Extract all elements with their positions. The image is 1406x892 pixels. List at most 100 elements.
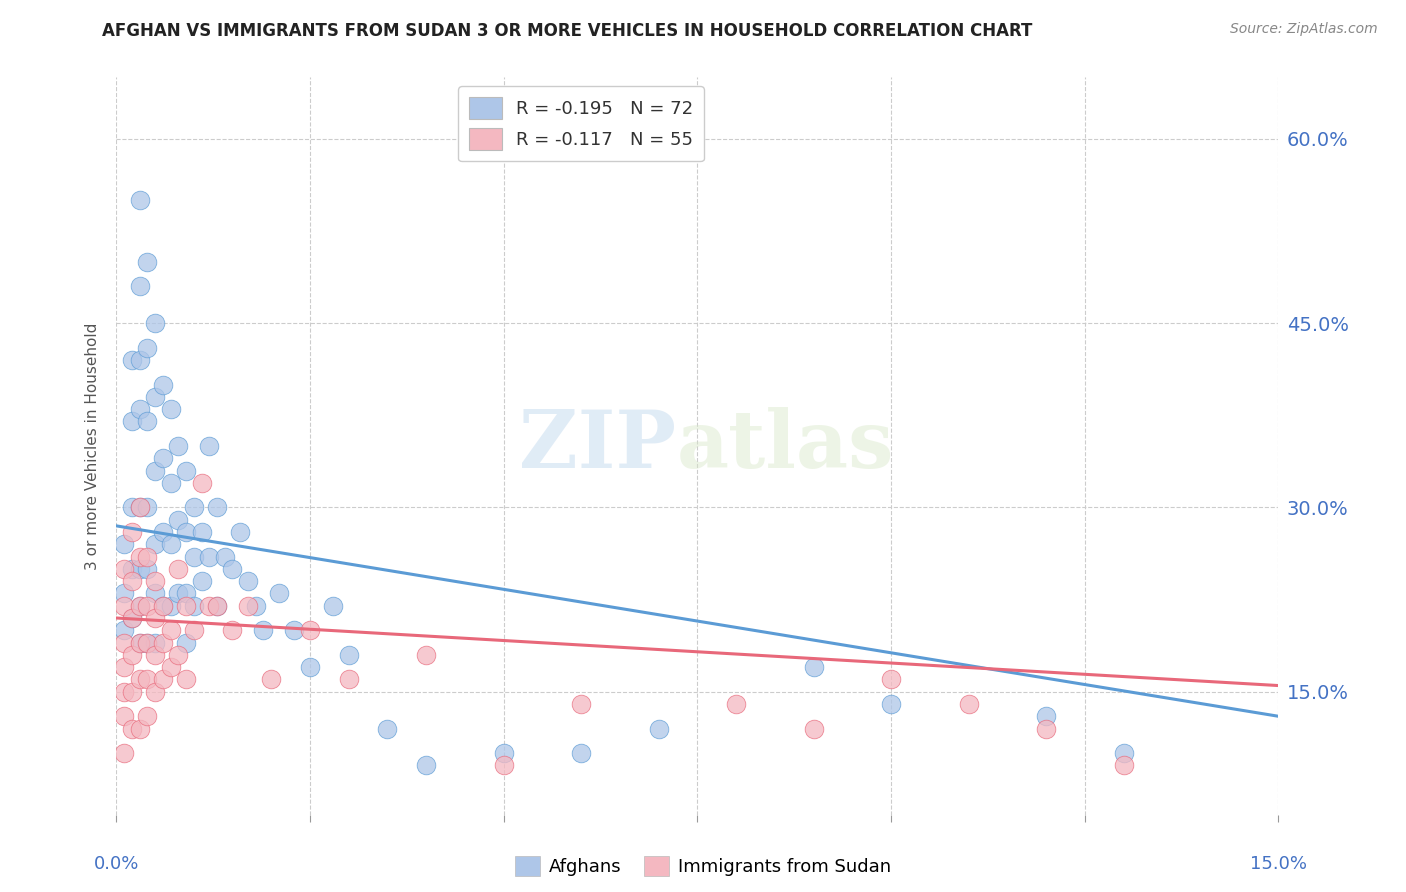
Point <box>183 549 205 564</box>
Text: atlas: atlas <box>676 407 894 485</box>
Point <box>198 599 221 613</box>
Point <box>152 599 174 613</box>
Text: AFGHAN VS IMMIGRANTS FROM SUDAN 3 OR MORE VEHICLES IN HOUSEHOLD CORRELATION CHAR: AFGHAN VS IMMIGRANTS FROM SUDAN 3 OR MOR… <box>103 22 1032 40</box>
Point <box>128 194 150 208</box>
Point <box>236 599 259 613</box>
Point <box>167 586 190 600</box>
Point <box>229 524 252 539</box>
Point <box>167 648 190 662</box>
Point <box>174 673 197 687</box>
Point <box>159 624 181 638</box>
Y-axis label: 3 or more Vehicles in Household: 3 or more Vehicles in Household <box>86 322 100 570</box>
Point <box>415 648 437 662</box>
Point <box>136 414 159 428</box>
Point <box>128 549 150 564</box>
Point <box>337 648 360 662</box>
Point <box>190 574 212 589</box>
Point <box>152 524 174 539</box>
Point <box>143 464 166 478</box>
Point <box>136 673 159 687</box>
Point <box>492 758 515 772</box>
Point <box>121 722 143 736</box>
Point <box>283 624 305 638</box>
Point <box>128 673 150 687</box>
Point <box>159 475 181 490</box>
Point <box>112 746 135 760</box>
Point <box>143 316 166 330</box>
Point <box>112 660 135 674</box>
Point <box>128 402 150 417</box>
Point <box>121 648 143 662</box>
Point <box>136 599 159 613</box>
Point <box>174 599 197 613</box>
Text: ZIP: ZIP <box>519 407 676 485</box>
Point <box>152 599 174 613</box>
Point <box>1112 758 1135 772</box>
Point <box>221 624 243 638</box>
Point <box>298 624 321 638</box>
Point <box>803 722 825 736</box>
Point <box>121 562 143 576</box>
Text: Source: ZipAtlas.com: Source: ZipAtlas.com <box>1230 22 1378 37</box>
Point <box>214 549 236 564</box>
Point <box>121 611 143 625</box>
Point <box>245 599 267 613</box>
Point <box>569 697 592 711</box>
Point <box>190 475 212 490</box>
Point <box>112 709 135 723</box>
Point <box>492 746 515 760</box>
Point <box>128 599 150 613</box>
Legend: R = -0.195   N = 72, R = -0.117   N = 55: R = -0.195 N = 72, R = -0.117 N = 55 <box>458 87 704 161</box>
Point <box>159 537 181 551</box>
Point <box>322 599 344 613</box>
Point <box>112 684 135 698</box>
Point <box>128 599 150 613</box>
Point <box>183 500 205 515</box>
Point <box>136 562 159 576</box>
Point <box>121 611 143 625</box>
Point <box>159 402 181 417</box>
Point <box>143 684 166 698</box>
Point <box>298 660 321 674</box>
Point <box>152 635 174 649</box>
Point <box>252 624 274 638</box>
Point <box>198 549 221 564</box>
Point <box>1035 722 1057 736</box>
Point <box>880 673 903 687</box>
Point <box>880 697 903 711</box>
Point <box>136 635 159 649</box>
Point <box>205 599 228 613</box>
Point <box>121 524 143 539</box>
Point <box>121 414 143 428</box>
Point <box>569 746 592 760</box>
Point <box>190 524 212 539</box>
Point <box>143 574 166 589</box>
Point <box>128 500 150 515</box>
Point <box>152 673 174 687</box>
Point <box>205 599 228 613</box>
Point <box>143 586 166 600</box>
Point <box>174 464 197 478</box>
Point <box>112 599 135 613</box>
Point <box>725 697 748 711</box>
Point <box>159 599 181 613</box>
Text: 0.0%: 0.0% <box>94 855 139 872</box>
Point <box>205 500 228 515</box>
Point <box>112 537 135 551</box>
Point <box>121 500 143 515</box>
Point <box>267 586 290 600</box>
Legend: Afghans, Immigrants from Sudan: Afghans, Immigrants from Sudan <box>508 848 898 883</box>
Point <box>415 758 437 772</box>
Point <box>167 562 190 576</box>
Point <box>112 624 135 638</box>
Point <box>647 722 669 736</box>
Point <box>121 353 143 368</box>
Point <box>1035 709 1057 723</box>
Point <box>198 439 221 453</box>
Point <box>260 673 283 687</box>
Point <box>112 635 135 649</box>
Point <box>152 377 174 392</box>
Point <box>143 635 166 649</box>
Point <box>136 549 159 564</box>
Point <box>167 439 190 453</box>
